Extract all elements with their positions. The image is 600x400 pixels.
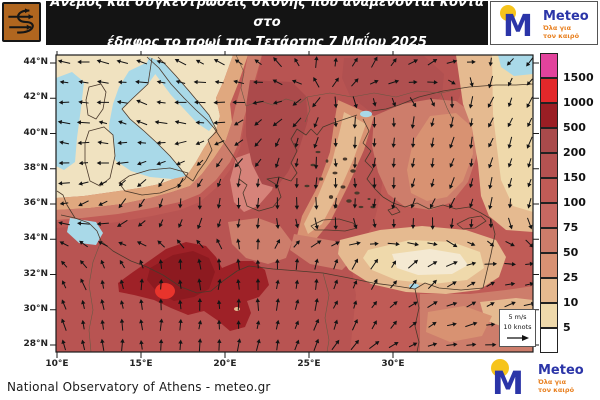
color-scale-cell (540, 328, 558, 353)
y-tick-label: 34°N (23, 233, 48, 244)
color-scale-value: 5 (563, 321, 571, 334)
svg-text:τον καιρό: τον καιρό (538, 386, 575, 394)
svg-text:M: M (503, 9, 533, 44)
y-tick-label: 42°N (23, 92, 48, 103)
title-line-2: έδαφος το πρωί της Τετάρτης 7 Μαΐου 2025 (107, 35, 427, 51)
svg-text:M: M (492, 364, 524, 400)
color-scale-value: 25 (563, 271, 579, 284)
color-scale-cell (540, 128, 558, 153)
x-tick-label: 30°E (381, 359, 405, 369)
wind-scale-legend: 5 m/s 10 knots (499, 309, 536, 347)
color-scale-cell (540, 178, 558, 203)
credit-text: National Observatory of Athens - meteo.g… (7, 380, 271, 394)
meteo-logo-bottom[interactable]: M Meteo Όλα για τον καιρό (484, 356, 598, 400)
color-scale-value: 1000 (563, 96, 594, 109)
color-scale-value: 1500 (563, 71, 594, 84)
y-tick-label: 38°N (23, 162, 48, 173)
color-scale-cell (540, 203, 558, 228)
color-scale-cell (540, 103, 558, 128)
svg-text:Meteo: Meteo (543, 9, 589, 24)
y-tick-label: 30°N (23, 303, 48, 314)
svg-text:Όλα για: Όλα για (537, 378, 567, 386)
meteo-logo-top[interactable]: M Meteo Όλα για τον καιρό (490, 1, 598, 45)
reference-arrow-icon (506, 334, 529, 341)
color-scale-value: 100 (563, 196, 586, 209)
color-scale-cell (540, 78, 558, 103)
color-scale-cell (540, 253, 558, 278)
color-scale-value: 10 (563, 296, 579, 309)
wind-scale-knots: 10 knots (503, 322, 532, 331)
x-tick-label: 15°E (129, 359, 153, 369)
color-scale-cell (540, 303, 558, 328)
y-tick-label: 44°N (23, 57, 48, 67)
page-title: Άνεμος και συγκεντρώσεις σκόνης που αναμ… (46, 0, 488, 50)
wind-arrows (57, 56, 533, 352)
color-scale-cell (540, 228, 558, 253)
color-scale-cell (540, 53, 558, 78)
x-tick-label: 20°E (213, 359, 237, 369)
color-scale-cell (540, 278, 558, 303)
x-tick-label: 10°E (45, 359, 69, 369)
wind-swirl-icon (2, 2, 41, 42)
color-scale-value: 50 (563, 246, 579, 259)
meteo-m-logo (491, 359, 509, 377)
y-tick-label: 32°N (23, 268, 48, 279)
svg-text:τον καιρό: τον καιρό (543, 32, 580, 40)
y-tick-label: 40°N (23, 127, 48, 138)
color-scale-value: 500 (563, 121, 586, 134)
color-scale-cell (540, 153, 558, 178)
color-scale-value: 150 (563, 171, 586, 184)
meteo-m-logo (500, 5, 516, 21)
color-scale-value: 200 (563, 146, 586, 159)
svg-text:Meteo: Meteo (538, 363, 584, 378)
wind-scale-ms: 5 m/s (508, 313, 527, 321)
svg-text:Όλα για: Όλα για (542, 24, 572, 32)
y-tick-label: 36°N (23, 198, 48, 208)
title-line-1: Άνεμος και συγκεντρώσεις σκόνης που αναμ… (50, 0, 484, 30)
color-scale-value: 75 (563, 221, 579, 234)
x-tick-label: 25°E (297, 359, 321, 369)
y-tick-label: 28°N (23, 339, 48, 349)
